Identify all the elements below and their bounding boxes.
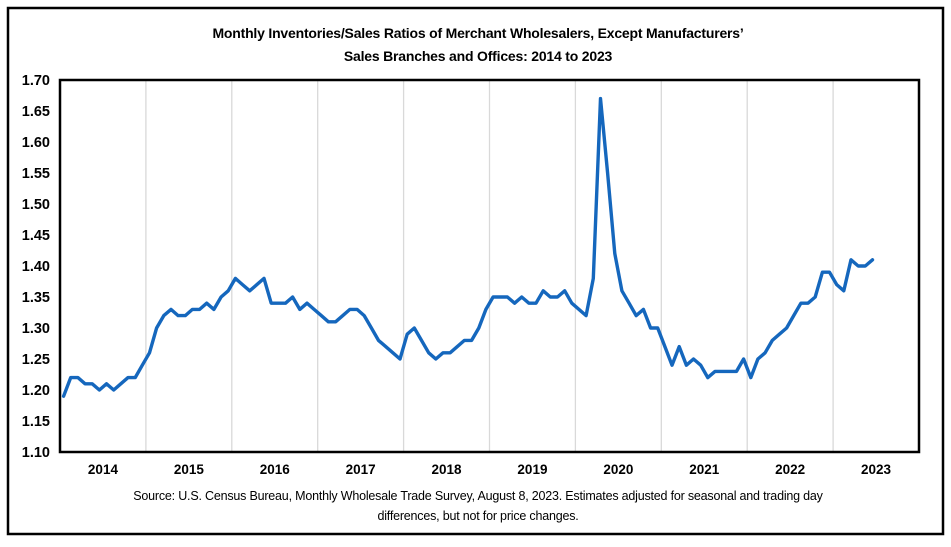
source-note-line2: differences, but not for price changes. <box>377 509 578 523</box>
y-tick-label-1.35: 1.35 <box>22 290 50 306</box>
y-tick-label-1.15: 1.15 <box>22 414 50 430</box>
x-year-label-2015: 2015 <box>174 462 205 477</box>
chart-title-line1: Monthly Inventories/Sales Ratios of Merc… <box>212 25 743 41</box>
x-year-label-2020: 2020 <box>603 462 633 477</box>
x-year-label-2016: 2016 <box>260 462 291 477</box>
x-year-label-2023: 2023 <box>861 462 892 477</box>
inventories-sales-ratio-line <box>61 96 875 398</box>
y-tick-label-1.45: 1.45 <box>22 228 50 244</box>
year-gridlines <box>145 80 834 452</box>
plot-area-border <box>58 78 921 454</box>
y-tick-label-1.70: 1.70 <box>22 73 50 89</box>
x-year-label-2019: 2019 <box>517 462 547 477</box>
chart-title-line2: Sales Branches and Offices: 2014 to 2023 <box>344 48 613 64</box>
y-tick-label-1.30: 1.30 <box>22 321 50 337</box>
x-year-label-2021: 2021 <box>689 462 720 477</box>
source-note-line1: Source: U.S. Census Bureau, Monthly Whol… <box>133 489 823 503</box>
x-year-label-2014: 2014 <box>88 462 119 477</box>
x-axis-tick-labels: 2014 2015 2016 2017 2018 2019 2020 2021 2022 2023 <box>88 462 892 477</box>
figure-border <box>6 6 945 536</box>
y-tick-label-1.25: 1.25 <box>22 352 50 368</box>
y-tick-label-1.55: 1.55 <box>22 166 50 182</box>
y-tick-label-1.60: 1.60 <box>22 135 50 151</box>
x-year-label-2017: 2017 <box>346 462 376 477</box>
y-tick-label-1.50: 1.50 <box>22 197 50 213</box>
x-year-label-2022: 2022 <box>775 462 805 477</box>
y-axis-tick-labels: 1.10 1.15 1.20 1.25 1.30 1.35 1.40 1.45 1.50 1.55… <box>22 73 50 461</box>
y-tick-label-1.40: 1.40 <box>22 259 50 275</box>
y-tick-label-1.65: 1.65 <box>22 104 50 120</box>
y-tick-label-1.20: 1.20 <box>22 383 50 399</box>
y-tick-label-1.10: 1.10 <box>22 445 50 461</box>
x-year-label-2018: 2018 <box>432 462 463 477</box>
